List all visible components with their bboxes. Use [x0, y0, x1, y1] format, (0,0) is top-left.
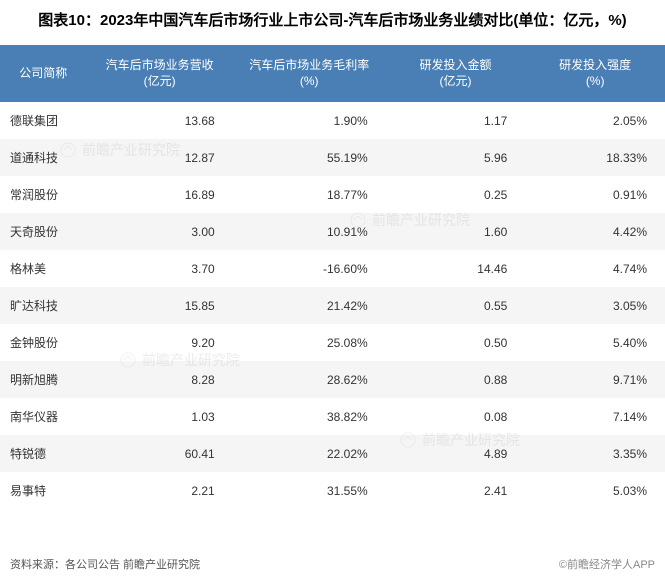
cell-revenue: 3.00: [86, 213, 232, 250]
col-revenue: 汽车后市场业务营收(亿元): [86, 45, 232, 103]
cell-revenue: 12.87: [86, 139, 232, 176]
cell-margin: 21.42%: [233, 287, 386, 324]
cell-margin: 25.08%: [233, 324, 386, 361]
cell-rd-intensity: 0.91%: [525, 176, 665, 213]
cell-margin: 31.55%: [233, 472, 386, 509]
cell-margin: 18.77%: [233, 176, 386, 213]
cell-rd-amount: 1.60: [386, 213, 526, 250]
cell-rd-amount: 0.25: [386, 176, 526, 213]
table-row: 天奇股份 3.00 10.91% 1.60 4.42%: [0, 213, 665, 250]
col-margin: 汽车后市场业务毛利率(%): [233, 45, 386, 103]
cell-revenue: 16.89: [86, 176, 232, 213]
cell-rd-amount: 0.55: [386, 287, 526, 324]
cell-rd-intensity: 5.03%: [525, 472, 665, 509]
table-row: 旷达科技 15.85 21.42% 0.55 3.05%: [0, 287, 665, 324]
table-row: 道通科技 12.87 55.19% 5.96 18.33%: [0, 139, 665, 176]
table-row: 特锐德 60.41 22.02% 4.89 3.35%: [0, 435, 665, 472]
table-header-row: 公司简称 汽车后市场业务营收(亿元) 汽车后市场业务毛利率(%) 研发投入金额(…: [0, 45, 665, 103]
col-rd-amount: 研发投入金额(亿元): [386, 45, 526, 103]
cell-revenue: 9.20: [86, 324, 232, 361]
table-row: 南华仪器 1.03 38.82% 0.08 7.14%: [0, 398, 665, 435]
cell-rd-intensity: 2.05%: [525, 102, 665, 139]
cell-margin: 10.91%: [233, 213, 386, 250]
cell-company: 易事特: [0, 472, 86, 509]
cell-company: 南华仪器: [0, 398, 86, 435]
cell-rd-amount: 2.41: [386, 472, 526, 509]
cell-company: 金钟股份: [0, 324, 86, 361]
cell-company: 道通科技: [0, 139, 86, 176]
cell-revenue: 13.68: [86, 102, 232, 139]
cell-rd-intensity: 9.71%: [525, 361, 665, 398]
cell-rd-intensity: 3.05%: [525, 287, 665, 324]
cell-rd-amount: 0.50: [386, 324, 526, 361]
brand-text: ©前瞻经济学人APP: [559, 556, 655, 572]
cell-company: 旷达科技: [0, 287, 86, 324]
chart-title: 图表10：2023年中国汽车后市场行业上市公司-汽车后市场业务业绩对比(单位：亿…: [0, 0, 665, 45]
table-row: 德联集团 13.68 1.90% 1.17 2.05%: [0, 102, 665, 139]
footer: 资料来源：各公司公告 前瞻产业研究院 ©前瞻经济学人APP: [0, 556, 665, 572]
cell-company: 常润股份: [0, 176, 86, 213]
cell-rd-intensity: 18.33%: [525, 139, 665, 176]
cell-margin: 38.82%: [233, 398, 386, 435]
table-body: 德联集团 13.68 1.90% 1.17 2.05% 道通科技 12.87 5…: [0, 102, 665, 509]
cell-rd-amount: 14.46: [386, 250, 526, 287]
cell-revenue: 3.70: [86, 250, 232, 287]
cell-margin: -16.60%: [233, 250, 386, 287]
cell-rd-amount: 1.17: [386, 102, 526, 139]
cell-company: 天奇股份: [0, 213, 86, 250]
data-table: 公司简称 汽车后市场业务营收(亿元) 汽车后市场业务毛利率(%) 研发投入金额(…: [0, 45, 665, 510]
cell-rd-intensity: 7.14%: [525, 398, 665, 435]
table-row: 常润股份 16.89 18.77% 0.25 0.91%: [0, 176, 665, 213]
table-row: 金钟股份 9.20 25.08% 0.50 5.40%: [0, 324, 665, 361]
cell-revenue: 60.41: [86, 435, 232, 472]
cell-company: 德联集团: [0, 102, 86, 139]
cell-company: 特锐德: [0, 435, 86, 472]
cell-rd-amount: 5.96: [386, 139, 526, 176]
cell-rd-intensity: 5.40%: [525, 324, 665, 361]
cell-rd-intensity: 4.74%: [525, 250, 665, 287]
cell-rd-amount: 0.08: [386, 398, 526, 435]
col-company: 公司简称: [0, 45, 86, 103]
cell-rd-intensity: 3.35%: [525, 435, 665, 472]
cell-margin: 1.90%: [233, 102, 386, 139]
cell-margin: 28.62%: [233, 361, 386, 398]
table-row: 易事特 2.21 31.55% 2.41 5.03%: [0, 472, 665, 509]
cell-company: 格林美: [0, 250, 86, 287]
cell-revenue: 15.85: [86, 287, 232, 324]
cell-margin: 55.19%: [233, 139, 386, 176]
table-row: 格林美 3.70 -16.60% 14.46 4.74%: [0, 250, 665, 287]
cell-margin: 22.02%: [233, 435, 386, 472]
table-container: 公司简称 汽车后市场业务营收(亿元) 汽车后市场业务毛利率(%) 研发投入金额(…: [0, 45, 665, 510]
cell-revenue: 2.21: [86, 472, 232, 509]
source-text: 资料来源：各公司公告 前瞻产业研究院: [10, 556, 200, 572]
cell-company: 明新旭腾: [0, 361, 86, 398]
cell-revenue: 1.03: [86, 398, 232, 435]
col-rd-intensity: 研发投入强度(%): [525, 45, 665, 103]
table-row: 明新旭腾 8.28 28.62% 0.88 9.71%: [0, 361, 665, 398]
cell-rd-amount: 0.88: [386, 361, 526, 398]
cell-rd-amount: 4.89: [386, 435, 526, 472]
cell-rd-intensity: 4.42%: [525, 213, 665, 250]
cell-revenue: 8.28: [86, 361, 232, 398]
